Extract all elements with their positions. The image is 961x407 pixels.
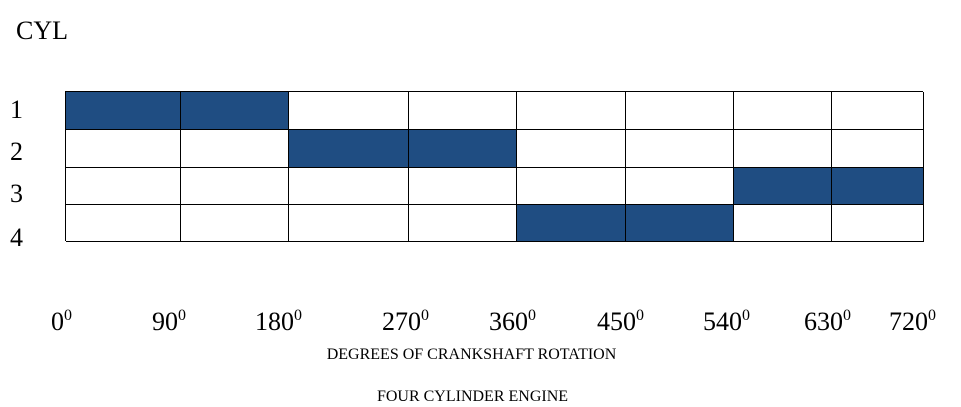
- firing-segment-cyl2-seg4: [409, 130, 517, 168]
- idle-segment-cyl4-seg1: [66, 205, 181, 242]
- firing-segment-cyl3-seg7: [734, 168, 832, 205]
- idle-segment-cyl4-seg7: [734, 205, 832, 242]
- degree-tick-720: 7200: [889, 307, 936, 336]
- firing-segment-cyl4-seg5: [517, 205, 626, 242]
- idle-segment-cyl3-seg6: [626, 168, 734, 205]
- idle-segment-cyl2-seg2: [181, 130, 289, 168]
- degree-tick-540: 5400: [703, 307, 750, 336]
- degree-tick-360: 3600: [489, 307, 536, 336]
- idle-segment-cyl4-seg2: [181, 205, 289, 242]
- idle-segment-cyl1-seg8: [832, 92, 924, 130]
- cylinder-axis-label: CYL: [16, 16, 68, 45]
- idle-segment-cyl4-seg3: [289, 205, 409, 242]
- engine-caption: FOUR CYLINDER ENGINE: [376, 388, 569, 405]
- firing-segment-cyl1-seg1: [66, 92, 181, 130]
- cylinder-label-2: 2: [10, 137, 23, 166]
- degree-tick-630: 6300: [804, 307, 851, 336]
- idle-segment-cyl1-seg6: [626, 92, 734, 130]
- idle-segment-cyl3-seg1: [66, 168, 181, 205]
- idle-segment-cyl1-seg4: [409, 92, 517, 130]
- idle-segment-cyl2-seg5: [517, 130, 626, 168]
- degree-tick-270: 2700: [382, 307, 429, 336]
- cylinder-label-1: 1: [10, 95, 23, 124]
- idle-segment-cyl3-seg5: [517, 168, 626, 205]
- cylinder-label-4: 4: [10, 223, 23, 252]
- idle-segment-cyl3-seg3: [289, 168, 409, 205]
- firing-segment-cyl2-seg3: [289, 130, 409, 168]
- degree-tick-90: 900: [152, 307, 186, 336]
- x-axis-title: DEGREES OF CRANKSHAFT ROTATION: [326, 346, 617, 363]
- idle-segment-cyl2-seg8: [832, 130, 924, 168]
- degree-tick-450: 4500: [597, 307, 644, 336]
- idle-segment-cyl2-seg7: [734, 130, 832, 168]
- firing-segment-cyl3-seg8: [832, 168, 924, 205]
- idle-segment-cyl4-seg8: [832, 205, 924, 242]
- idle-segment-cyl3-seg2: [181, 168, 289, 205]
- firing-segment-cyl4-seg6: [626, 205, 734, 242]
- idle-segment-cyl1-seg5: [517, 92, 626, 130]
- idle-segment-cyl1-seg3: [289, 92, 409, 130]
- firing-order-grid: [65, 91, 924, 242]
- idle-segment-cyl2-seg6: [626, 130, 734, 168]
- degree-tick-0: 00: [51, 307, 72, 336]
- idle-segment-cyl2-seg1: [66, 130, 181, 168]
- idle-segment-cyl4-seg4: [409, 205, 517, 242]
- idle-segment-cyl1-seg7: [734, 92, 832, 130]
- firing-segment-cyl1-seg2: [181, 92, 289, 130]
- cylinder-label-3: 3: [10, 179, 23, 208]
- degree-tick-180: 1800: [255, 307, 302, 336]
- idle-segment-cyl3-seg4: [409, 168, 517, 205]
